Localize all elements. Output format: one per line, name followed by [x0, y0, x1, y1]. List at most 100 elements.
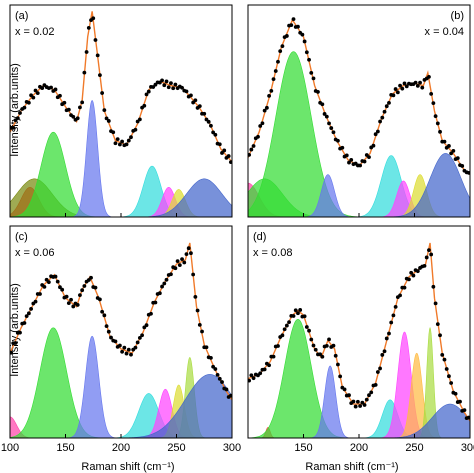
- data-point: [373, 383, 378, 387]
- data-point: [58, 285, 62, 290]
- peak-fill-2: [248, 318, 470, 438]
- data-point: [304, 50, 309, 55]
- data-point: [10, 350, 14, 355]
- data-point: [438, 333, 442, 338]
- peak-fill-3: [10, 131, 232, 217]
- data-point: [382, 109, 387, 114]
- fit-curve: [248, 18, 470, 176]
- data-point: [438, 129, 442, 134]
- data-point: [298, 308, 303, 312]
- data-point: [284, 34, 289, 38]
- data-point: [422, 263, 427, 268]
- data-point: [115, 137, 120, 142]
- data-point: [29, 93, 33, 98]
- data-point: [296, 24, 300, 29]
- data-point: [444, 367, 449, 371]
- data-point: [462, 408, 467, 413]
- data-point: [427, 74, 431, 79]
- data-point: [80, 288, 85, 293]
- data-point: [66, 107, 71, 112]
- data-point: [175, 259, 180, 264]
- data-point: [78, 293, 82, 298]
- data-point: [109, 335, 113, 340]
- data-point: [249, 373, 254, 378]
- data-point: [13, 341, 18, 345]
- data-point: [407, 277, 411, 282]
- data-point: [449, 151, 454, 156]
- data-point: [340, 145, 345, 150]
- data-point: [284, 323, 289, 328]
- y-axis-label-top: Intensity (arb.units): [9, 63, 21, 157]
- data-point: [144, 92, 149, 97]
- data-point: [375, 129, 380, 134]
- x-axis-label-right: Raman shift (cm⁻¹): [305, 461, 398, 473]
- data-point: [49, 85, 53, 90]
- data-point: [18, 111, 22, 115]
- data-point: [358, 404, 363, 408]
- data-point: [431, 101, 436, 106]
- data-point: [26, 311, 31, 316]
- data-point: [324, 114, 329, 119]
- data-point: [276, 344, 280, 348]
- data-point: [162, 281, 167, 286]
- data-point: [362, 403, 367, 407]
- data-point: [53, 87, 58, 92]
- data-point: [269, 89, 274, 93]
- data-point: [149, 311, 153, 316]
- data-point: [180, 85, 184, 90]
- x-tick-label: 250: [167, 442, 185, 454]
- x-axis-label-left: Raman shift (cm⁻¹): [81, 461, 174, 473]
- data-point: [228, 160, 232, 165]
- plot-area: [10, 242, 232, 438]
- data-point: [276, 59, 280, 64]
- data-point: [258, 371, 263, 376]
- data-point: [84, 50, 89, 54]
- data-point: [164, 79, 169, 84]
- data-point: [29, 307, 33, 311]
- data-point: [316, 90, 320, 94]
- data-point: [120, 349, 125, 354]
- data-point: [66, 301, 71, 306]
- data-point: [133, 127, 138, 132]
- data-point: [82, 70, 87, 75]
- data-point: [311, 76, 316, 81]
- data-point: [55, 279, 60, 284]
- data-point: [95, 53, 100, 58]
- data-point: [209, 355, 213, 360]
- data-point: [46, 280, 51, 285]
- data-point: [338, 374, 343, 379]
- data-point: [402, 81, 407, 86]
- data-point: [371, 143, 376, 148]
- data-point: [380, 353, 385, 357]
- data-point: [311, 343, 316, 348]
- data-point: [129, 352, 133, 357]
- x-tick-label: 200: [112, 442, 130, 454]
- data-point: [135, 340, 140, 345]
- data-point: [344, 153, 349, 158]
- data-point: [228, 393, 232, 398]
- data-point: [384, 104, 389, 109]
- data-point: [395, 90, 400, 95]
- data-point: [142, 103, 147, 108]
- data-point: [189, 251, 193, 256]
- data-point: [120, 139, 125, 144]
- data-point: [100, 91, 105, 95]
- data-point: [180, 257, 184, 262]
- data-point: [387, 100, 391, 105]
- data-point: [220, 380, 224, 384]
- data-point: [137, 335, 142, 340]
- data-point: [11, 125, 16, 130]
- data-point: [429, 252, 434, 257]
- data-point: [146, 89, 151, 94]
- x-tick-label: 250: [405, 442, 423, 454]
- data-point: [75, 303, 80, 307]
- data-point: [38, 292, 42, 296]
- data-point: [329, 126, 334, 130]
- plot-area: [10, 11, 232, 217]
- data-point: [378, 366, 382, 371]
- data-point: [307, 328, 311, 333]
- data-point: [189, 93, 193, 98]
- panel-d: 150 200 250 300 (d) x = 0.08: [247, 225, 474, 454]
- data-point: [455, 156, 460, 161]
